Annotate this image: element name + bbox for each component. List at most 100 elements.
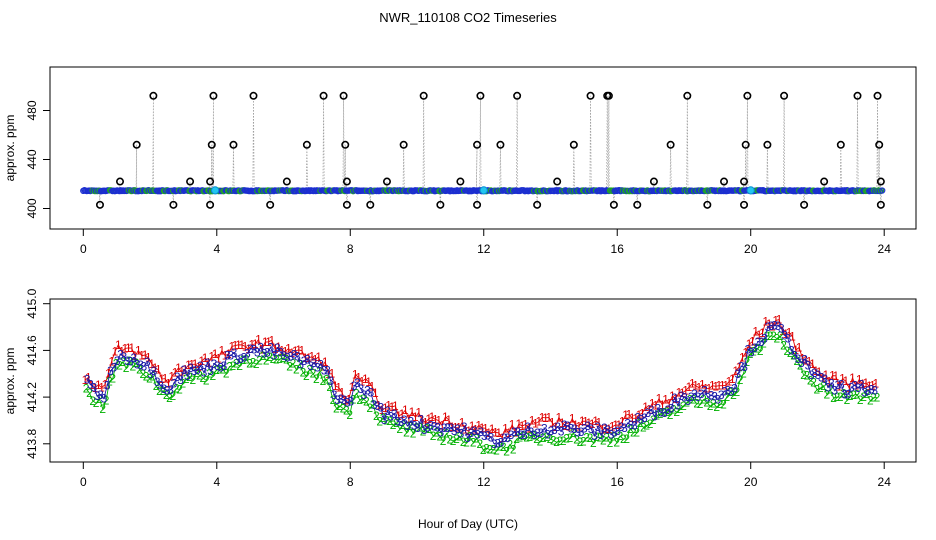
- top-data-layer: [80, 91, 886, 209]
- series-1-point: 1: [609, 420, 616, 434]
- series-2-point: 2: [460, 435, 467, 449]
- top-highlight-point: [211, 186, 220, 195]
- series-1-point: 1: [489, 422, 496, 436]
- top-dip-point: [266, 200, 275, 209]
- series-1-point: 1: [279, 344, 286, 358]
- series-3-point: 3: [725, 384, 732, 398]
- series-3-point: 3: [271, 349, 278, 363]
- top-spike-point: [569, 140, 578, 149]
- series-2-line: [85, 335, 877, 453]
- top-spike-point: [853, 91, 862, 100]
- top-dip-point: [800, 200, 809, 209]
- series-1-point: 1: [589, 417, 596, 431]
- series-1-point: 1: [175, 361, 182, 375]
- series-3-point: 3: [321, 364, 328, 378]
- series-1-point: 1: [863, 376, 870, 390]
- series-3-point: 3: [227, 349, 234, 363]
- series-3-point: 3: [161, 382, 168, 396]
- series-3-point: 3: [805, 358, 812, 372]
- series-2-point: 2: [243, 352, 250, 366]
- series-2-point: 2: [824, 388, 831, 402]
- series-3-point: 3: [474, 428, 481, 442]
- series-3-point: 3: [861, 386, 868, 400]
- series-3-point: 3: [287, 349, 294, 363]
- series-1-point: 1: [138, 349, 145, 363]
- series-1-point: 1: [856, 373, 863, 387]
- series-1-point: 1: [252, 337, 259, 351]
- series-2-point: 2: [300, 365, 307, 379]
- top-spike-point: [720, 177, 729, 186]
- series-2-point: 2: [703, 395, 710, 409]
- series-3-point: 3: [217, 360, 224, 374]
- top-spike-point: [186, 177, 195, 186]
- series-2-point: 2: [456, 430, 463, 444]
- series-2-point: 2: [627, 422, 634, 436]
- series-1-point: 1: [786, 325, 793, 339]
- bottom-x-tick-label: 12: [477, 475, 491, 489]
- series-3-point: 3: [758, 335, 765, 349]
- series-1-point: 1: [846, 381, 853, 395]
- series-2-point: 2: [533, 432, 540, 446]
- series-3-point: 3: [578, 425, 585, 439]
- series-3-point: 3: [171, 376, 178, 390]
- series-3-point: 3: [111, 361, 118, 375]
- series-2-point: 2: [770, 329, 777, 343]
- bottom-x-tick-label: 0: [80, 475, 87, 489]
- series-1-point: 1: [586, 416, 593, 430]
- series-3-point: 3: [561, 418, 568, 432]
- series-1-point: 1: [442, 410, 449, 424]
- series-1-point: 1: [342, 393, 349, 407]
- series-1-point: 1: [579, 414, 586, 428]
- series-2-point: 2: [804, 369, 811, 383]
- series-1-point: 1: [369, 379, 376, 393]
- series-3-point: 3: [558, 424, 565, 438]
- series-1-point: 1: [118, 345, 125, 359]
- top-plot-frame: [49, 66, 917, 230]
- series-3-point: 3: [174, 370, 181, 384]
- series-3-point: 3: [634, 410, 641, 424]
- series-2-point: 2: [406, 419, 413, 433]
- series-3-point: 3: [101, 392, 108, 406]
- series-3-point: 3: [504, 431, 511, 445]
- series-2-point: 2: [720, 397, 727, 411]
- series-1-point: 1: [686, 380, 693, 394]
- series-3-point: 3: [141, 359, 148, 373]
- series-3-point: 3: [611, 425, 618, 439]
- series-2-point: 2: [169, 389, 176, 403]
- series-1-point: 1: [422, 415, 429, 429]
- series-2-point: 2: [163, 388, 170, 402]
- series-1-point: 1: [796, 340, 803, 354]
- series-1-point: 1: [656, 392, 663, 406]
- series-3-point: 3: [701, 384, 708, 398]
- series-3-point: 3: [571, 422, 578, 436]
- series-1-point: 1: [582, 414, 589, 428]
- series-1-point: 1: [105, 367, 112, 381]
- series-2-point: 2: [296, 357, 303, 371]
- series-2-point: 2: [573, 432, 580, 446]
- series-2-point: 2: [96, 392, 103, 406]
- series-2-point: 2: [667, 408, 674, 422]
- series-2-point: 2: [253, 357, 260, 371]
- series-1-point: 1: [706, 382, 713, 396]
- series-1-point: 1: [869, 378, 876, 392]
- series-3-point: 3: [167, 383, 174, 397]
- series-1-point: 1: [379, 403, 386, 417]
- series-3-point: 3: [428, 418, 435, 432]
- series-3-point: 3: [124, 354, 131, 368]
- series-1-point: 1: [549, 416, 556, 430]
- series-1-point: 1: [839, 372, 846, 386]
- series-1-point: 1: [262, 335, 269, 349]
- series-1-point: 1: [192, 357, 199, 371]
- series-2-point: 2: [790, 349, 797, 363]
- series-3-point: 3: [865, 384, 872, 398]
- series-2-point: 2: [800, 368, 807, 382]
- series-1-point: 1: [792, 343, 799, 357]
- series-3-point: 3: [247, 342, 254, 356]
- series-1-point: 1: [836, 380, 843, 394]
- series-1-point: 1: [382, 401, 389, 415]
- series-2-point: 2: [303, 369, 310, 383]
- series-1-point: 1: [726, 375, 733, 389]
- series-1-point: 1: [632, 411, 639, 425]
- series-2-point: 2: [657, 407, 664, 421]
- series-2-point: 2: [350, 393, 357, 407]
